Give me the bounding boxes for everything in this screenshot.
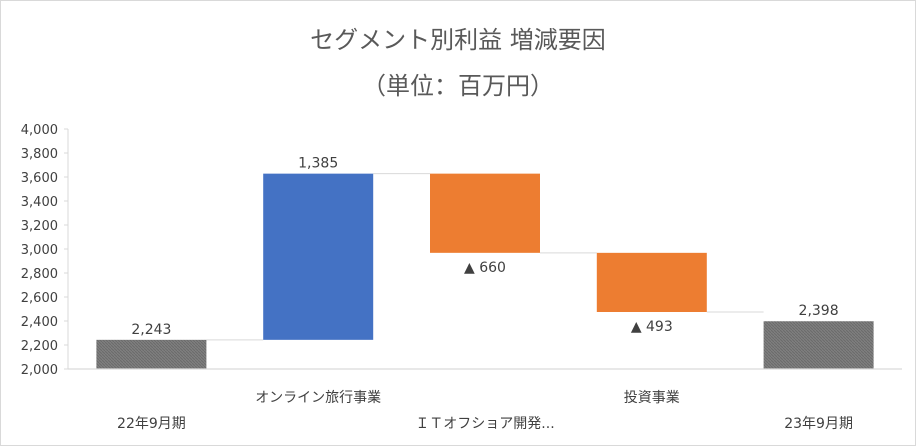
x-category-label: 投資事業 <box>624 390 680 406</box>
bar-increase <box>263 173 374 340</box>
y-tick-label: 2,000 <box>21 363 58 378</box>
y-tick-label: 3,800 <box>21 147 58 162</box>
chart-subtitle: （単位：百万円） <box>362 72 554 100</box>
y-tick-label: 2,200 <box>21 339 58 354</box>
bar-decrease <box>430 173 540 253</box>
bar-total <box>763 321 874 369</box>
x-category-label: オンライン旅行事業 <box>255 390 381 406</box>
chart-title: セグメント別利益 増減要因 <box>310 26 606 54</box>
data-label: 1,385 <box>298 156 338 172</box>
x-category-label: 22年9月期 <box>117 416 186 432</box>
y-tick-label: 3,000 <box>21 243 58 258</box>
data-label: 2,398 <box>799 303 839 319</box>
bar-decrease <box>596 252 707 312</box>
y-tick-label: 3,600 <box>21 171 58 186</box>
data-label: ▲ 493 <box>631 319 673 335</box>
data-label: 2,243 <box>131 322 171 338</box>
y-tick-label: 2,600 <box>21 291 58 306</box>
data-label: ▲ 660 <box>464 260 506 276</box>
y-tick-label: 2,400 <box>21 315 58 330</box>
y-tick-label: 3,200 <box>21 219 58 234</box>
y-tick-label: 4,000 <box>21 123 58 138</box>
bar-total <box>96 339 207 369</box>
x-category-label: 23年9月期 <box>784 416 853 432</box>
y-tick-label: 2,800 <box>21 267 58 282</box>
x-category-label: ＩＴオフショア開発... <box>415 416 554 432</box>
y-tick-label: 3,400 <box>21 195 58 210</box>
